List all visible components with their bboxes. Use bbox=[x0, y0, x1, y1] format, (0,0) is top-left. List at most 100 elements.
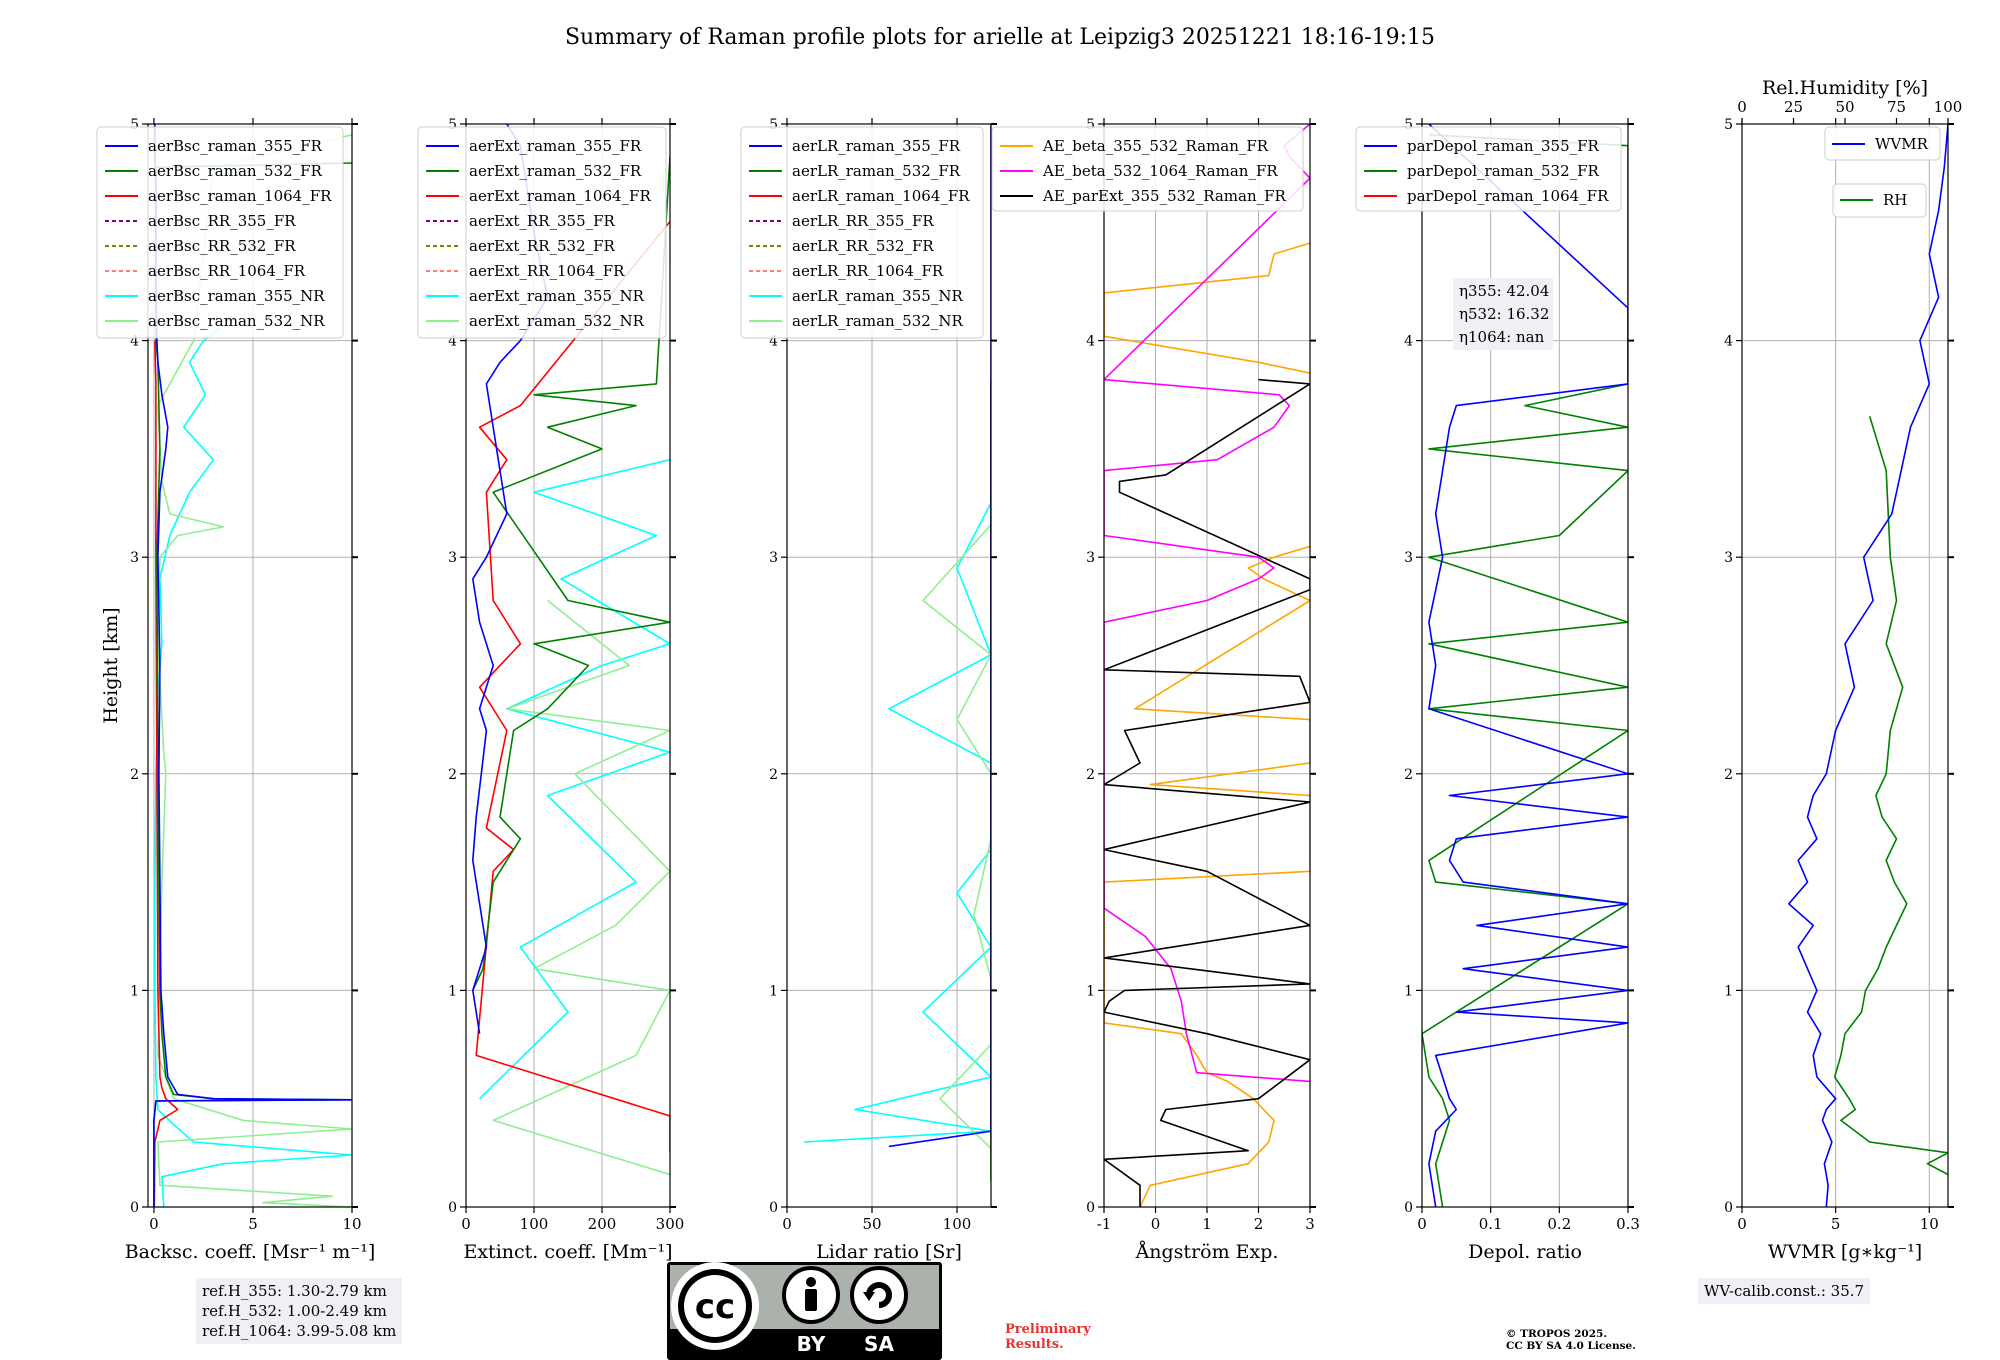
sa-label: SA bbox=[864, 1332, 894, 1356]
y-tick-label: 3 bbox=[1404, 550, 1413, 566]
x-axis-label: Ångström Exp. bbox=[1135, 1241, 1279, 1263]
x-tick-label: 0 bbox=[1737, 1215, 1747, 1233]
y-tick-label: 5 bbox=[769, 117, 778, 133]
share-alike-icon bbox=[850, 1266, 908, 1324]
axes-frame bbox=[1741, 123, 1949, 1208]
legend-label: aerLR_raman_355_FR bbox=[792, 137, 961, 155]
legend-label: aerExt_raman_1064_FR bbox=[469, 187, 651, 205]
y-tick-label: 3 bbox=[1724, 550, 1733, 566]
preliminary-results-note: Preliminary Results. bbox=[1005, 1322, 1091, 1352]
top-x-tick-label: 25 bbox=[1784, 98, 1803, 116]
x-tick-label: 1 bbox=[1202, 1215, 1212, 1233]
legend-label: aerBsc_raman_532_FR bbox=[148, 162, 323, 180]
y-tick-label: 3 bbox=[448, 550, 457, 566]
y-tick-label: 5 bbox=[1404, 117, 1413, 133]
by-label: BY bbox=[797, 1332, 826, 1356]
y-tick-label: 3 bbox=[769, 550, 778, 566]
legend-label: aerLR_raman_532_NR bbox=[792, 312, 963, 330]
x-axis-label: Lidar ratio [Sr] bbox=[816, 1241, 962, 1263]
legend-label: aerBsc_RR_355_FR bbox=[148, 212, 296, 230]
y-tick-label: 5 bbox=[1086, 117, 1095, 133]
x-tick-label: 200 bbox=[588, 1215, 617, 1233]
legend-label: aerBsc_RR_1064_FR bbox=[148, 262, 306, 280]
legend-box bbox=[96, 126, 344, 339]
legend-box bbox=[417, 126, 667, 339]
x-tick-label: 0.2 bbox=[1547, 1215, 1571, 1233]
legend-label: parDepol_raman_355_FR bbox=[1407, 137, 1600, 155]
x-tick-label: 3 bbox=[1305, 1215, 1315, 1233]
reference-heights-box: ref.H_355: 1.30-2.79 km ref.H_532: 1.00-… bbox=[196, 1278, 403, 1344]
y-tick-label: 4 bbox=[769, 334, 778, 350]
legend-label: AE_beta_355_532_Raman_FR bbox=[1042, 137, 1269, 155]
axes-frame bbox=[147, 123, 353, 1208]
legend-label: aerBsc_raman_355_NR bbox=[148, 287, 325, 305]
series-line-AE_beta_532_1064_Raman_FR bbox=[1104, 124, 1310, 1083]
series-line-WVMR bbox=[1788, 124, 1948, 1207]
figure-title: Summary of Raman profile plots for ariel… bbox=[565, 25, 1435, 50]
y-tick-label: 2 bbox=[1724, 767, 1733, 783]
x-tick-label: 5 bbox=[1831, 1215, 1841, 1233]
subplot-1: 0 1 2 3 4 5 0 5 10 Backsc. coeff. [Msr⁻¹ m⁻¹] Heig… bbox=[96, 117, 376, 1263]
series-group bbox=[1422, 124, 1628, 1207]
y-tick-label: 5 bbox=[130, 117, 139, 133]
x-tick-label: 100 bbox=[943, 1215, 972, 1233]
legend-label: AE_parExt_355_532_Raman_FR bbox=[1042, 187, 1287, 205]
x-tick-label: -1 bbox=[1097, 1215, 1112, 1233]
legend: AE_beta_355_532_Raman_FR AE_beta_532_1064… bbox=[991, 126, 1304, 212]
x-tick-label: 10 bbox=[342, 1215, 361, 1233]
legend-label: aerExt_RR_532_FR bbox=[469, 237, 616, 255]
x-tick-label: 0 bbox=[1151, 1215, 1161, 1233]
series-line-aerExt_raman_532_FR bbox=[472, 156, 670, 991]
legend-box-rh bbox=[1832, 183, 1927, 218]
legend-box-wvmr bbox=[1824, 126, 1941, 161]
legend-label: aerBsc_raman_532_NR bbox=[148, 312, 325, 330]
series-group bbox=[1788, 124, 1948, 1207]
x-tick-label: 0 bbox=[1417, 1215, 1427, 1233]
top-x-tick-label: 100 bbox=[1934, 98, 1963, 116]
legend-label: aerExt_raman_355_FR bbox=[469, 137, 642, 155]
subplot-2: 0 1 2 3 4 5 0 100 200 300 Extinct. coeff. [Mm⁻¹] ae… bbox=[417, 117, 685, 1263]
x-tick-label: 0.1 bbox=[1479, 1215, 1503, 1233]
top-x-tick-label: 50 bbox=[1835, 98, 1854, 116]
x-axis-label: Backsc. coeff. [Msr⁻¹ m⁻¹] bbox=[125, 1241, 376, 1263]
legend-label: aerBsc_RR_532_FR bbox=[148, 237, 296, 255]
axes-frame bbox=[465, 123, 671, 1208]
y-tick-label: 4 bbox=[1724, 334, 1733, 350]
y-tick-label: 4 bbox=[1404, 334, 1413, 350]
x-tick-label: 2 bbox=[1254, 1215, 1264, 1233]
legend: aerBsc_raman_355_FR aerBsc_raman_532_FRae… bbox=[96, 126, 344, 339]
x-tick-label: 0 bbox=[149, 1215, 159, 1233]
y-tick-label: 0 bbox=[1724, 1200, 1733, 1216]
ref-height-1064: ref.H_1064: 3.99-5.08 km bbox=[202, 1322, 397, 1340]
y-tick-label: 1 bbox=[1724, 983, 1733, 999]
y-tick-label: 1 bbox=[130, 983, 139, 999]
legend-label: aerLR_raman_532_FR bbox=[792, 162, 961, 180]
x-tick-label: 0.3 bbox=[1616, 1215, 1640, 1233]
y-tick-label: 0 bbox=[448, 1200, 457, 1216]
y-axis-label: Height [km] bbox=[100, 607, 122, 723]
copyright-note: © TROPOS 2025. CC BY SA 4.0 License. bbox=[1506, 1328, 1636, 1352]
series-line-aerExt_raman_1064_FR bbox=[475, 220, 670, 1153]
top-x-tick-label: 0 bbox=[1737, 98, 1747, 116]
legend-label: aerExt_RR_1064_FR bbox=[469, 262, 625, 280]
eta-annotation: η355: 42.04 η532: 16.32 η1064: nan bbox=[1453, 278, 1553, 350]
y-tick-label: 2 bbox=[1404, 767, 1413, 783]
legend-label: aerExt_RR_355_FR bbox=[469, 212, 616, 230]
x-tick-label: 300 bbox=[656, 1215, 685, 1233]
legend-label: aerExt_raman_532_FR bbox=[469, 162, 642, 180]
y-tick-label: 2 bbox=[130, 767, 139, 783]
ref-height-355: ref.H_355: 1.30-2.79 km bbox=[202, 1282, 387, 1300]
axes-frame bbox=[1421, 123, 1629, 1208]
wv-calib-const: WV-calib.const.: 35.7 bbox=[1704, 1282, 1865, 1300]
y-tick-label: 4 bbox=[130, 334, 139, 350]
y-tick-label: 2 bbox=[448, 767, 457, 783]
legend-label: aerLR_RR_355_FR bbox=[792, 212, 934, 230]
legend-label: aerBsc_raman_1064_FR bbox=[148, 187, 332, 205]
legend-box bbox=[740, 126, 984, 339]
y-tick-label: 0 bbox=[1404, 1200, 1413, 1216]
y-tick-label: 5 bbox=[448, 117, 457, 133]
series-group bbox=[803, 124, 991, 1181]
cc-by-sa-license-badge: cc BY SA bbox=[667, 1262, 942, 1360]
wv-calibration-box: WV-calib.const.: 35.7 bbox=[1698, 1278, 1871, 1304]
